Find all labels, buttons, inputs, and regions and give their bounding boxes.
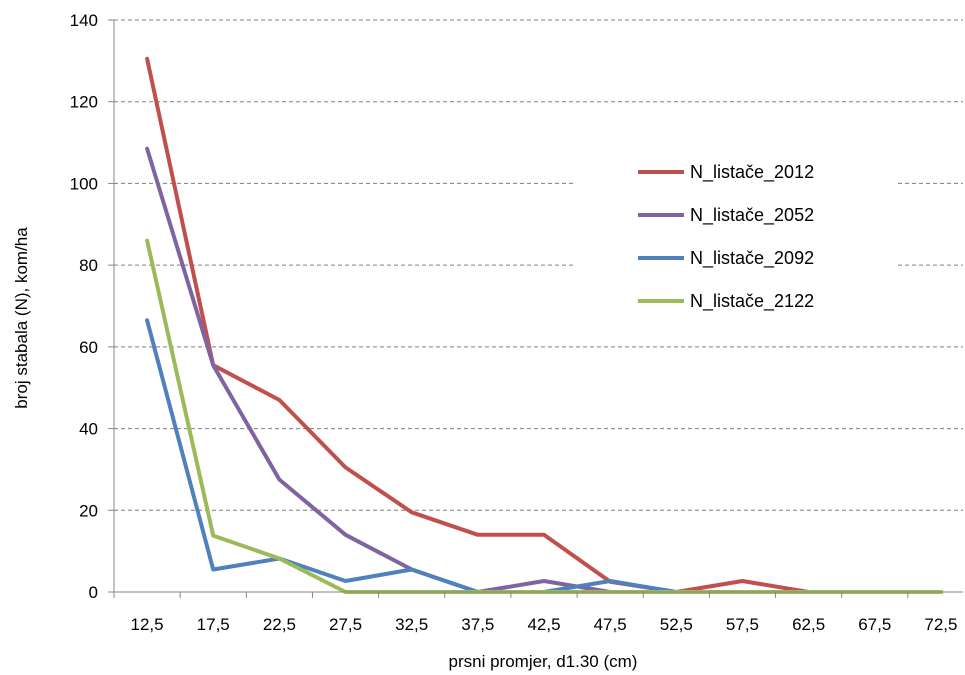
- y-tick-label: 20: [79, 501, 98, 520]
- x-tick-label: 27,5: [329, 615, 362, 634]
- series-line-1: [145, 56, 943, 594]
- x-tick-label: 52,5: [660, 615, 693, 634]
- y-tick-label: 40: [79, 420, 98, 439]
- series-lines: [145, 56, 943, 594]
- x-tick-label: 57,5: [726, 615, 759, 634]
- axes: [108, 19, 963, 598]
- x-tick-labels: 12,5 17,5 22,5 27,5 32,5 37,5 42,5 47,5 52,5 57,5…: [131, 615, 958, 634]
- x-tick-label: 12,5: [131, 615, 164, 634]
- legend-label: N_listače_2012: [690, 162, 814, 183]
- y-tick-label: 0: [89, 583, 98, 602]
- x-tick-label: 72,5: [924, 615, 957, 634]
- x-tick-label: 22,5: [263, 615, 296, 634]
- y-tick-label: 60: [79, 338, 98, 357]
- y-axis-title: broj stabala (N), kom/ha: [12, 227, 31, 409]
- x-axis-title: prsni promjer, d1.30 (cm): [449, 652, 638, 671]
- legend: N_listače_2012 N_listače_2052 N_listače_20…: [576, 152, 898, 320]
- y-tick-label: 80: [79, 256, 98, 275]
- x-tick-label: 17,5: [197, 615, 230, 634]
- legend-label: N_listače_2092: [690, 248, 814, 269]
- x-tick-label: 62,5: [792, 615, 825, 634]
- legend-background: [576, 152, 898, 320]
- y-tick-label: 120: [70, 93, 98, 112]
- y-tick-label: 140: [70, 11, 98, 30]
- y-tick-labels: 0 20 40 60 80 100 120 140: [70, 11, 98, 602]
- x-tick-label: 67,5: [858, 615, 891, 634]
- y-tick-label: 100: [70, 174, 98, 193]
- x-tick-label: 32,5: [395, 615, 428, 634]
- legend-label: N_listače_2052: [690, 205, 814, 226]
- x-tick-label: 47,5: [594, 615, 627, 634]
- x-tick-label: 37,5: [461, 615, 494, 634]
- legend-label: N_listače_2122: [690, 291, 814, 312]
- x-tick-label: 42,5: [527, 615, 560, 634]
